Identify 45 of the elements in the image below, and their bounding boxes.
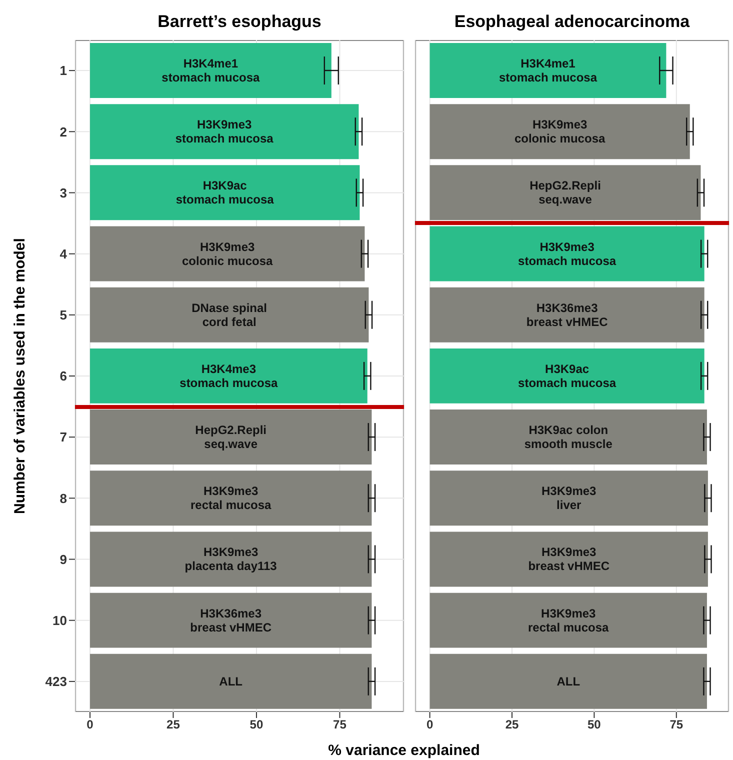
- x-tick-label: 25: [505, 718, 519, 732]
- annotation: H3K9me3 colonic mucosa: [182, 240, 274, 268]
- annotation: H3K9me3 stomach mucosa: [175, 118, 274, 146]
- annotation: HepG2.Repli seq.wave: [195, 423, 267, 452]
- x-tick-label: 75: [333, 718, 347, 732]
- x-tick-label: 50: [588, 718, 602, 732]
- y-tick-label: 7: [60, 430, 67, 445]
- y-axis-title: Number of variables used in the model: [12, 238, 28, 514]
- y-tick-label: 2: [60, 124, 67, 140]
- annotation: H3K9me3 colonic mucosa: [514, 118, 606, 146]
- annotation: H3K9me3 rectal mucosa: [528, 606, 610, 634]
- y-tick-label: 3: [60, 185, 67, 200]
- x-tick-label: 50: [250, 718, 264, 732]
- chart-title: Esophageal adenocarcinoma: [453, 12, 691, 32]
- annotation: H3K9ac colon smooth muscle: [524, 423, 613, 452]
- annotation: H3K9me3 breast vHMEC: [528, 545, 610, 574]
- annotation: H3K36me3 breast vHMEC: [526, 300, 608, 329]
- annotation: ALL: [556, 674, 580, 688]
- x-axis-title: % variance explained: [327, 742, 481, 759]
- x-tick-label: 0: [86, 718, 94, 732]
- annotation: H3K9ac stomach mucosa: [176, 178, 274, 207]
- y-tick-label: 1: [60, 63, 67, 78]
- annotation: HepG2.Repli seq.wave: [530, 178, 601, 207]
- annotation: H3K9me3 liver: [542, 484, 597, 512]
- annotation: H3K9me3 placenta day113: [184, 545, 278, 574]
- y-tick-label: 4: [60, 246, 68, 262]
- x-tick-label: 0: [426, 718, 434, 732]
- annotation: DNase spinal cord fetal: [192, 300, 268, 329]
- x-tick-label: 75: [670, 718, 684, 732]
- y-tick-label: 5: [60, 308, 67, 323]
- chart-title: Barrett’s esophagus: [156, 12, 322, 32]
- y-tick-label: 10: [52, 612, 67, 628]
- y-tick-label: 6: [60, 368, 67, 384]
- y-tick-label: 8: [60, 490, 67, 506]
- annotation: H3K9me3 stomach mucosa: [518, 240, 616, 268]
- annotation: H3K36me3 breast vHMEC: [190, 606, 272, 634]
- annotation: H3K4me3 stomach mucosa: [180, 362, 278, 390]
- y-tick-label: 9: [60, 552, 67, 567]
- y-tick-label: 423: [45, 674, 67, 690]
- annotation: H3K4me1 stomach mucosa: [162, 56, 260, 84]
- annotation: H3K9me3 rectal mucosa: [190, 484, 272, 512]
- x-tick-label: 25: [166, 718, 180, 732]
- annotation: H3K4me1 stomach mucosa: [498, 56, 598, 84]
- annotation: ALL: [219, 674, 243, 688]
- annotation: H3K9ac stomach mucosa: [518, 362, 616, 390]
